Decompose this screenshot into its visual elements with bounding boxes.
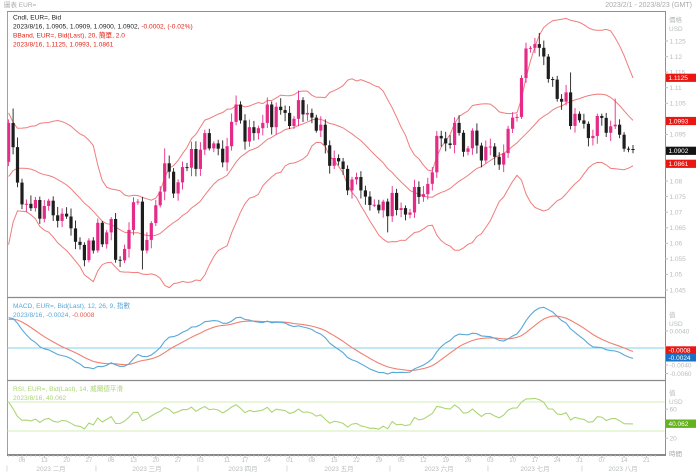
svg-text:-0.0008: -0.0008 [669,348,691,355]
svg-text:|: | [197,465,199,472]
svg-text:值: 值 [669,310,676,319]
svg-text:20: 20 [63,458,70,464]
svg-text:15: 15 [331,458,338,464]
svg-text:2023 六月: 2023 六月 [424,464,453,473]
svg-text:USD: USD [669,26,683,33]
svg-text:20: 20 [152,458,159,464]
svg-text:03: 03 [487,458,494,464]
svg-text:1.0902: 1.0902 [669,148,689,155]
svg-text:圖表 EUR=: 圖表 EUR= [4,0,37,9]
svg-text:|: | [487,465,489,472]
svg-text:17: 17 [242,458,249,464]
svg-text:2023 三月: 2023 三月 [132,465,161,473]
svg-text:1.05: 1.05 [670,272,683,279]
svg-text:|: | [581,465,583,472]
svg-text:29: 29 [375,458,382,464]
svg-text:1.045: 1.045 [670,287,687,294]
svg-text:05: 05 [398,458,405,464]
svg-text:1.12: 1.12 [670,54,683,61]
svg-text:01: 01 [286,458,293,464]
svg-text:RSI, EUR=, Bid(Last), 14, 威爾德: RSI, EUR=, Bid(Last), 14, 威爾德平滑 [13,384,124,393]
svg-text:1.08: 1.08 [670,178,683,185]
svg-text:1.055: 1.055 [670,256,687,263]
svg-text:價格: 價格 [669,15,683,24]
svg-text:60: 60 [670,407,678,414]
svg-text:-0.0060: -0.0060 [670,371,692,378]
svg-text:21: 21 [643,458,650,464]
svg-text:26: 26 [465,458,472,464]
svg-text:|: | [286,465,288,472]
svg-text:1.0861: 1.0861 [669,161,689,168]
svg-text:1.065: 1.065 [670,225,687,232]
svg-text:值: 值 [669,388,676,397]
svg-text:1.1125: 1.1125 [669,75,689,82]
svg-text:12: 12 [420,458,427,464]
svg-text:2023 二月: 2023 二月 [36,465,65,473]
svg-text:|: | [95,465,97,472]
svg-text:27: 27 [86,458,93,464]
svg-text:27: 27 [175,458,182,464]
svg-text:31: 31 [576,458,583,464]
svg-text:20: 20 [670,436,678,443]
svg-text:2023 八月: 2023 八月 [608,465,637,473]
svg-text:13: 13 [130,458,137,464]
svg-text:1.095: 1.095 [670,132,687,139]
svg-text:USD: USD [669,321,683,328]
svg-text:07: 07 [598,458,605,464]
svg-text:1.125: 1.125 [670,38,687,45]
svg-text:1.07: 1.07 [670,210,683,217]
svg-text:2023/8/16, -0.0024, -0.0008: 2023/8/16, -0.0024, -0.0008 [13,312,95,319]
svg-text:2023/8/16, 1.0905, 1.0909, 1.0: 2023/8/16, 1.0905, 1.0909, 1.0900, 1.090… [13,24,193,31]
svg-text:08: 08 [309,458,316,464]
svg-text:1.06: 1.06 [670,241,683,248]
svg-text:11: 11 [224,458,231,464]
svg-text:|: | [6,465,8,472]
svg-text:13: 13 [41,458,48,464]
svg-text:06: 06 [108,458,115,464]
svg-text:40.062: 40.062 [669,421,689,428]
svg-text:17: 17 [532,458,539,464]
svg-text:24: 24 [554,458,561,464]
svg-text:MACD, EUR=, Bid(Last), 12, 26: MACD, EUR=, Bid(Last), 12, 26, 9, 指數 [13,301,130,310]
svg-text:2023/8/16, 40.062: 2023/8/16, 40.062 [13,395,66,402]
svg-text:|: | [389,465,391,472]
svg-text:1.11: 1.11 [670,85,683,92]
svg-text:2023 四月: 2023 四月 [228,465,257,473]
svg-text:時間: 時間 [669,450,682,458]
svg-text:Cndl, EUR=, Bid: Cndl, EUR=, Bid [13,15,62,22]
svg-text:BBand, EUR=, Bid(Last), 20, 簡: BBand, EUR=, Bid(Last), 20, 簡單, 2.0 [13,31,125,40]
svg-text:1.115: 1.115 [670,69,686,76]
svg-text:1.105: 1.105 [670,101,687,108]
svg-text:14: 14 [621,458,628,464]
svg-text:2023 七月: 2023 七月 [520,464,549,473]
svg-text:USD: USD [669,399,683,406]
svg-text:24: 24 [264,458,271,464]
svg-text:-0.0024: -0.0024 [669,355,691,362]
svg-text:03: 03 [197,458,204,464]
svg-text:06: 06 [19,458,26,464]
svg-text:19: 19 [442,458,449,464]
svg-text:10: 10 [509,458,516,464]
svg-text:2023 五月: 2023 五月 [324,465,353,473]
svg-text:22: 22 [353,458,360,464]
svg-text:1.075: 1.075 [670,194,687,201]
svg-text:0.0040: 0.0040 [670,328,690,335]
svg-text:2023/8/16, 1.1125, 1.0993, 1.0: 2023/8/16, 1.1125, 1.0993, 1.0861 [13,42,114,49]
svg-text:-0.0040: -0.0040 [670,362,692,369]
svg-text:1.0993: 1.0993 [669,118,689,125]
svg-text:2023/2/1 - 2023/8/23 (GMT): 2023/2/1 - 2023/8/23 (GMT) [605,2,692,9]
